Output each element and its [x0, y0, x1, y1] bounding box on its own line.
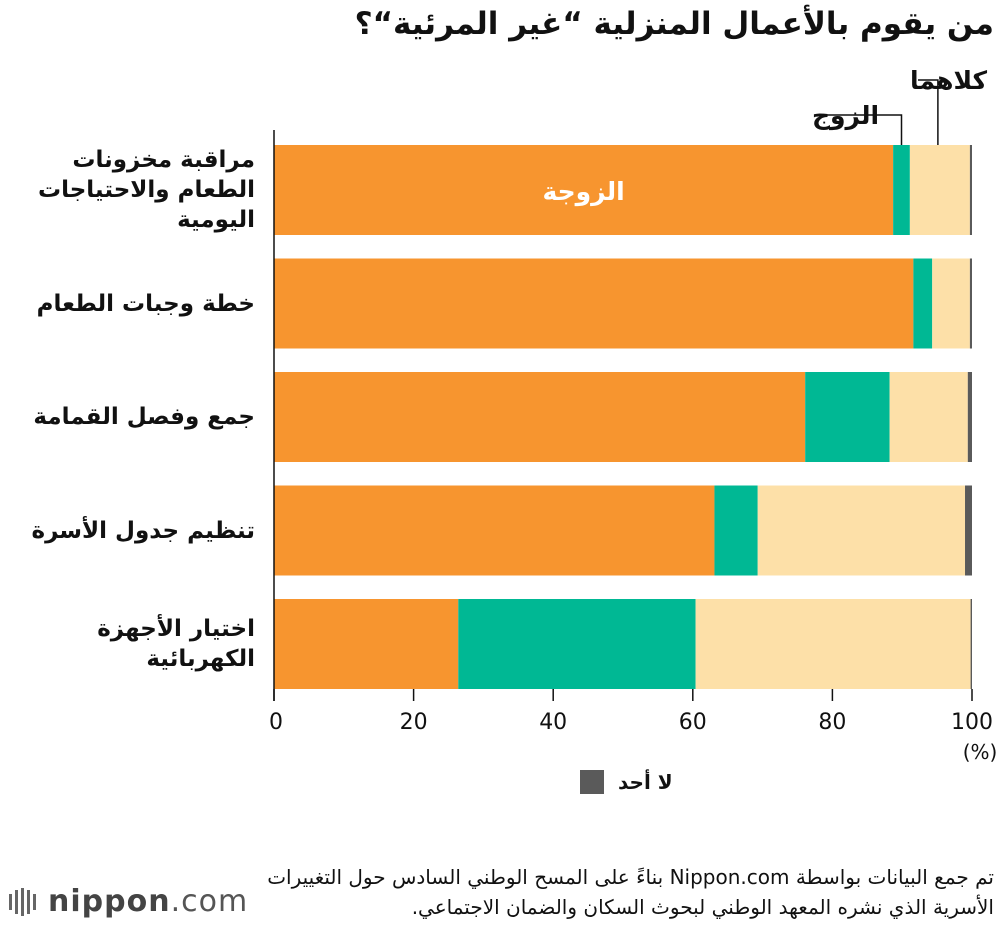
category-label: مراقبة مخزونات الطعام والاحتياجات اليومية [10, 145, 255, 235]
legend-none-label: لا أحد [618, 770, 673, 794]
category-label-line: خطة وجبات الطعام [36, 290, 255, 317]
bar-segment-2-2 [889, 372, 968, 462]
category-label-line: اليومية [177, 207, 255, 233]
chart-title: من يقوم بالأعمال المنزلية “غير المرئية“؟ [354, 6, 994, 42]
bar-segment-1-3 [714, 485, 758, 576]
legend-none-swatch [580, 770, 604, 794]
legend-none: لا أحد [580, 770, 673, 794]
bar-segment-1-0 [893, 145, 910, 235]
category-label: جمع وفصل القمامة [10, 372, 255, 462]
logo-text: nippon.com [48, 884, 249, 919]
category-label-line: الطعام والاحتياجات [37, 177, 255, 203]
bar-segment-3-1 [969, 258, 972, 349]
source-note: تم جمع البيانات بواسطة Nippon.com بناءً … [267, 865, 994, 919]
bar-segment-2-0 [909, 145, 970, 235]
x-tick-label: 80 [818, 710, 846, 735]
bars-group [274, 145, 972, 689]
bar-segment-3-4 [970, 599, 972, 689]
bar-segment-0-3 [274, 485, 715, 576]
category-label-line: جمع وفصل القمامة [33, 404, 255, 430]
x-tick-label: 0 [269, 710, 283, 735]
x-tick-label: 100 [951, 710, 993, 735]
category-label-line: الكهربائية [146, 646, 255, 672]
category-label: تنظيم جدول الأسرة [10, 486, 256, 576]
series-callouts: الزوجة الزوج كلاهما [542, 66, 987, 207]
bar-segment-0-0 [274, 145, 894, 235]
category-label-line: مراقبة مخزونات [72, 147, 255, 173]
x-tick-label: 60 [679, 710, 707, 735]
category-label-line: تنظيم جدول الأسرة [31, 517, 256, 544]
logo-bars-icon [9, 887, 36, 916]
bar-segment-0-1 [274, 258, 914, 349]
x-tick-label: 20 [400, 710, 428, 735]
x-axis-unit: (%) [963, 740, 998, 764]
bar-segment-0-2 [274, 372, 806, 462]
category-label: اختيار الأجهزة الكهربائية [10, 599, 255, 689]
series-label-both: كلاهما [910, 66, 987, 95]
series-label-wife: الزوجة [542, 177, 624, 207]
bar-segment-3-3 [965, 485, 972, 576]
category-label-line: اختيار الأجهزة [97, 616, 255, 642]
nippon-logo: nippon.com [8, 884, 248, 919]
bar-segment-1-1 [913, 258, 933, 349]
bar-segment-2-1 [932, 258, 970, 349]
bar-segment-0-4 [274, 599, 459, 689]
category-label: خطة وجبات الطعام [10, 259, 255, 349]
bar-segment-2-4 [695, 599, 971, 689]
series-label-husband: الزوج [812, 101, 879, 131]
bar-segment-1-4 [458, 599, 696, 689]
bar-segment-1-2 [805, 372, 890, 462]
x-tick-label: 40 [539, 710, 567, 735]
bar-segment-3-0 [969, 145, 972, 235]
callout-line-husband [820, 114, 903, 145]
bar-segment-2-3 [757, 485, 966, 576]
bar-segment-3-2 [967, 372, 972, 462]
x-axis: 0 20 40 60 80 100 (%) [269, 130, 997, 764]
callout-line-both [918, 79, 939, 145]
